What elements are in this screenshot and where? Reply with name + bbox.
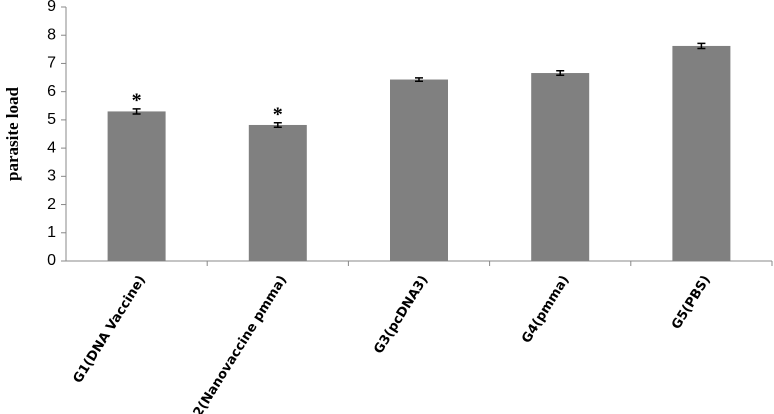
bar xyxy=(531,73,590,261)
y-tick-label: 2 xyxy=(47,196,56,213)
significance-mark: * xyxy=(273,103,283,125)
bar xyxy=(672,45,731,261)
error-bar xyxy=(273,121,282,128)
y-tick-label: 7 xyxy=(47,55,56,72)
x-tick-label: G5(PBS) xyxy=(669,273,714,332)
y-tick-label: 9 xyxy=(47,0,56,15)
bar xyxy=(390,79,448,261)
bar xyxy=(248,124,307,261)
error-bar xyxy=(556,70,565,77)
y-tick-label: 3 xyxy=(47,168,56,185)
x-tick-label: G4(pmma) xyxy=(519,273,572,346)
y-axis-label: parasite load xyxy=(3,86,22,181)
y-tick-label: 4 xyxy=(47,139,56,156)
significance-mark: * xyxy=(132,89,142,111)
y-tick-label: 8 xyxy=(47,26,56,43)
error-bar xyxy=(132,108,141,115)
error-bar xyxy=(415,77,423,82)
x-tick-label: G3(pcDNA3) xyxy=(371,273,431,357)
y-tick-label: 1 xyxy=(47,224,56,241)
bar xyxy=(107,111,166,261)
y-tick-label: 6 xyxy=(47,83,56,100)
x-tick-label: G1(DNA Vaccine) xyxy=(71,273,149,386)
y-tick-label: 5 xyxy=(47,111,56,128)
y-tick-label: 0 xyxy=(47,252,56,269)
error-bar xyxy=(697,42,706,50)
x-tick-label: G2(Nanovaccine pmma) xyxy=(185,273,290,414)
